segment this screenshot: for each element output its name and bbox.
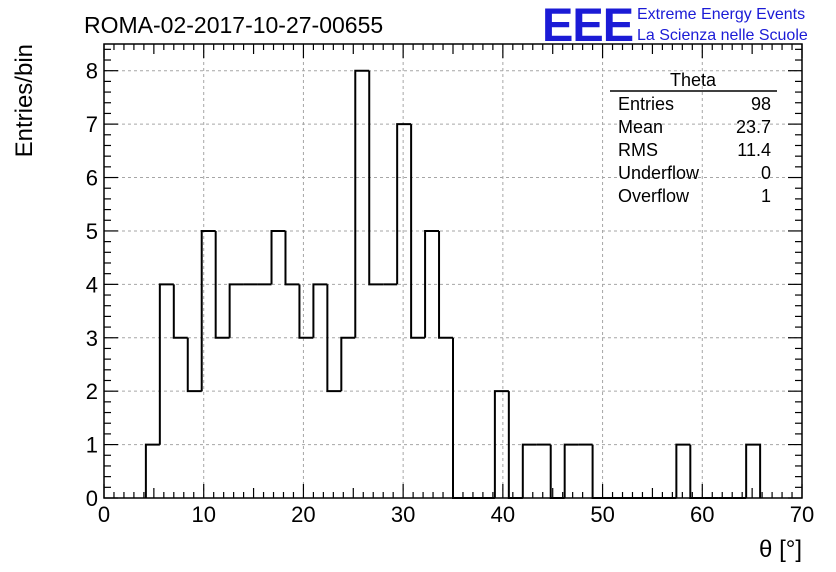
histogram-bin [186,337,202,393]
histogram-bin [200,229,216,392]
histogram-bin [312,283,328,338]
stats-box-title: Theta [670,70,717,90]
histogram-bin [284,230,300,286]
histogram-bin [745,443,762,498]
histogram-bin [396,123,412,285]
histogram-bin [298,284,314,339]
y-tick-label: 0 [86,486,98,511]
y-tick-label: 7 [86,112,98,137]
stats-row-label: Mean [618,117,663,137]
stats-row-value: 23.7 [736,117,771,137]
histogram-bin [438,230,453,339]
histogram-bin [270,229,286,285]
logo-mark: EEE [542,0,633,51]
y-tick-label: 2 [86,379,98,404]
x-tick-label: 70 [790,502,814,527]
histogram-bin [675,443,691,498]
histogram-bin [228,283,244,338]
y-tick-label: 3 [86,326,98,351]
stats-row-value: 1 [761,186,771,206]
x-tick-label: 50 [590,502,614,527]
histogram-bin [354,69,370,338]
histogram-bin [424,229,440,338]
y-tick-label: 1 [86,433,98,458]
y-tick-label: 8 [86,59,98,84]
histogram-bin [172,284,188,339]
histogram-bin [326,284,342,393]
histogram-bin [158,283,174,445]
x-axis-label: θ [°] [759,536,802,563]
stats-row-label: Overflow [618,186,690,206]
histogram-bin [368,70,384,286]
stats-row-value: 98 [751,94,771,114]
histogram-bin [521,443,537,498]
y-tick-label: 4 [86,272,98,297]
stats-row-label: RMS [618,140,658,160]
histogram-bin [452,337,467,499]
stats-row-value: 11.4 [737,140,771,160]
histogram-bin [563,443,579,498]
stats-box: Theta Entries 98 Mean 23.7 RMS 11.4 Underflow 0… [610,70,777,206]
histogram-bin [144,443,160,498]
x-tick-label: 20 [291,502,315,527]
histogram-bin [340,336,356,392]
run-title: ROMA-02-2017-10-27-00655 [84,12,383,38]
histogram-bin [493,390,509,498]
histogram-bin [410,124,426,339]
y-axis-label: Entries/bin [11,44,38,157]
x-tick-label: 30 [391,502,415,527]
x-tick-label: 40 [491,502,515,527]
stats-row-label: Entries [618,94,674,114]
logo-line-1: Extreme Energy Events [637,6,805,23]
stats-box-rows: Entries 98 Mean 23.7 RMS 11.4 Underflow 0 Overfl… [618,94,771,206]
stats-row-value: 0 [761,163,771,183]
x-tick-label: 0 [98,502,110,527]
histogram-bin [214,230,230,339]
y-tick-label: 5 [86,219,98,244]
histogram-bin [591,444,607,499]
x-tick-label: 10 [191,502,215,527]
stats-row-label: Underflow [618,163,700,183]
logo-line-2: La Scienza nelle Scuole [637,27,808,44]
y-tick-label: 6 [86,166,98,191]
eee-logo: EEE Extreme Energy Events La Scienza nel… [542,0,808,51]
x-tick-label: 60 [690,502,714,527]
